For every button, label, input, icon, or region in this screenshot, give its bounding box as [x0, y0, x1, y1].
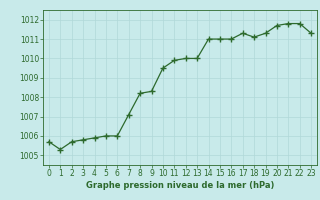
X-axis label: Graphe pression niveau de la mer (hPa): Graphe pression niveau de la mer (hPa) — [86, 181, 274, 190]
